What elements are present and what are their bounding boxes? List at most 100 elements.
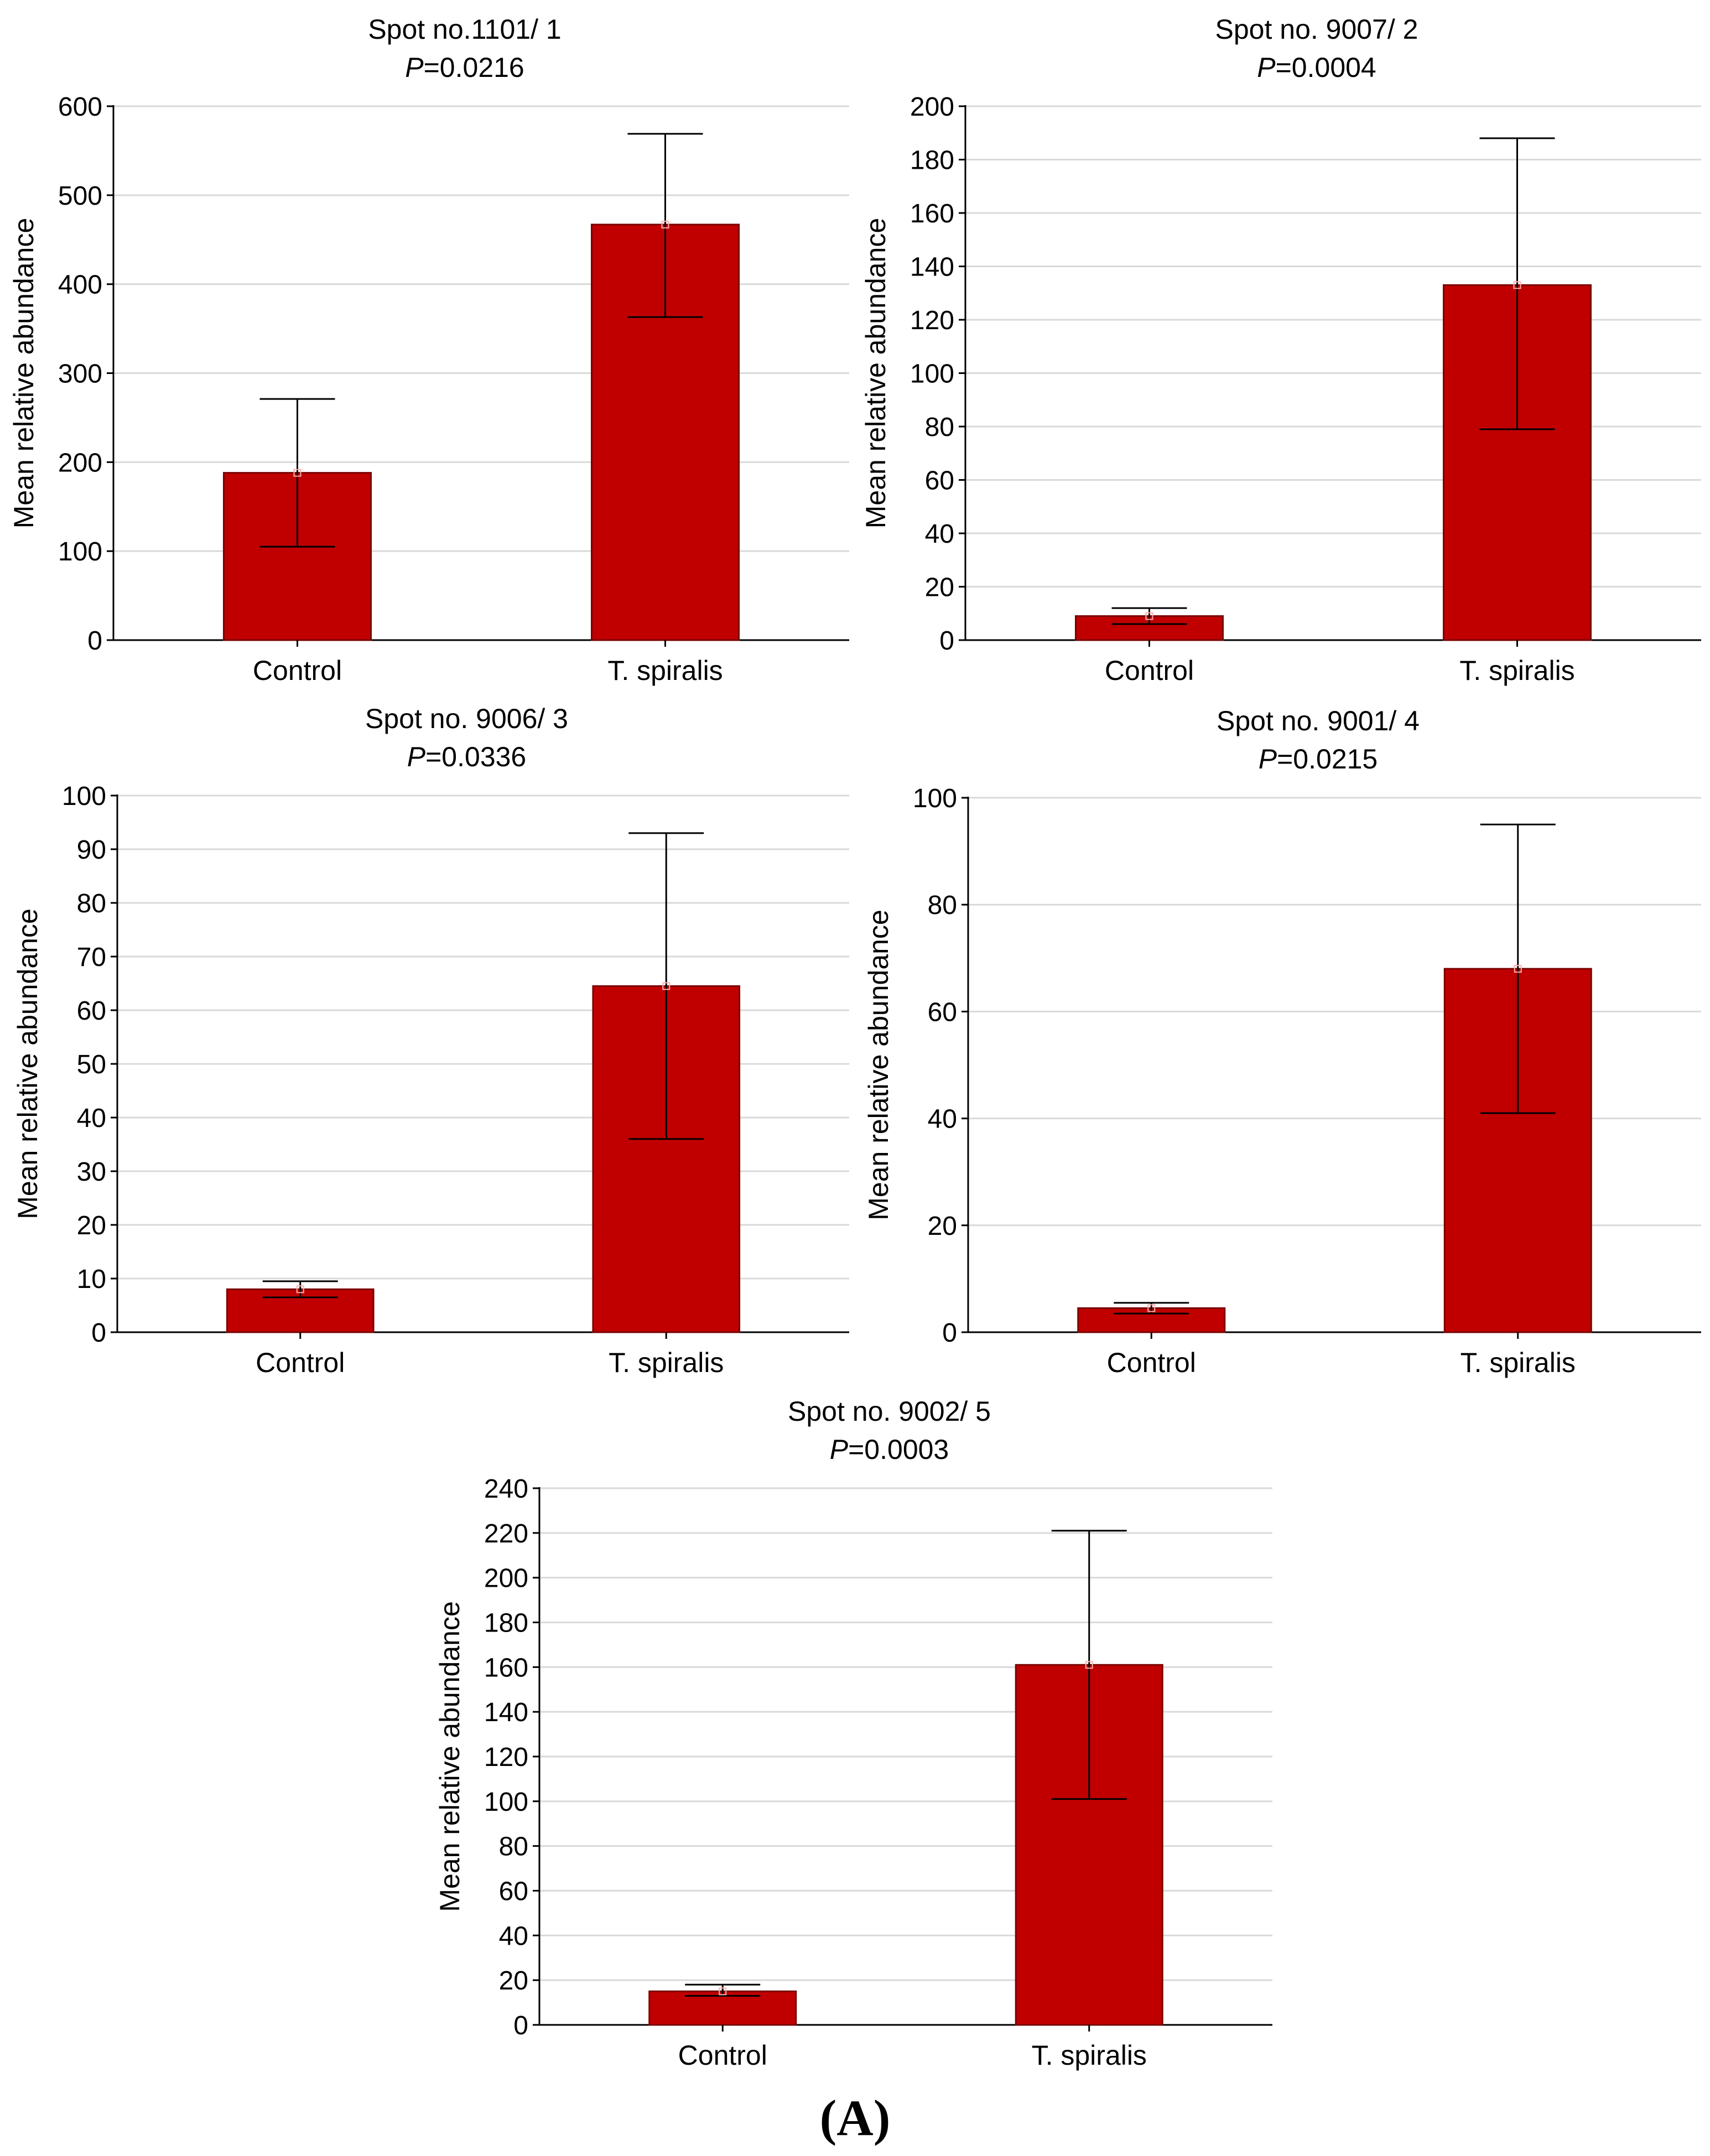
chart-title: Spot no. 9002/ 5 [788,1396,991,1427]
p-value-symbol: P [405,52,424,83]
y-tick-label: 0 [939,626,954,656]
y-tick-label: 60 [925,466,954,496]
p-value-number: =0.0215 [1277,744,1378,775]
mean-marker [1514,965,1522,973]
chart-panel-3: Spot no. 9006/ 3 P=0.0336 0 10 20 30 40 50 60 70 8… [12,703,849,1378]
y-tick-label: 100 [913,784,957,813]
y-tick-label: 600 [58,92,102,122]
y-tick-label: 500 [58,181,102,211]
y-tick-label: 300 [58,360,102,389]
y-tick-label: 100 [62,782,106,811]
y-tick-label: 200 [58,448,102,477]
y-tick-label: 60 [77,996,106,1026]
y-tick-label: 70 [77,943,106,972]
mean-marker [661,220,669,228]
y-tick-label: 80 [925,413,954,442]
chart-title: Spot no.1101/ 1 [368,14,561,45]
chart-title: Spot no. 9007/ 2 [1215,14,1418,45]
x-tick-label: Control [1107,1347,1196,1378]
x-tick-label: T. spiralis [1460,1347,1576,1378]
y-tick-label: 140 [484,1698,528,1727]
p-value: P=0.0215 [1259,744,1378,775]
y-tick-label: 160 [484,1653,528,1682]
chart-title: Spot no. 9006/ 3 [365,703,568,734]
y-tick-label: 0 [87,626,102,656]
x-tick-label: Control [678,2040,767,2071]
y-tick-label: 40 [925,519,954,549]
y-tick-label: 10 [77,1265,106,1294]
y-tick-label: 100 [484,1788,528,1817]
x-tick-label: T. spiralis [1032,2040,1147,2071]
chart-panel-5: Spot no. 9002/ 5 P=0.0003 0 20 40 60 80 100 120 1… [434,1396,1272,2071]
x-tick-label: Control [256,1347,345,1378]
y-tick-label: 80 [77,889,106,918]
chart-title: Spot no. 9001/ 4 [1217,705,1420,736]
mean-marker [293,469,302,477]
y-tick-label: 80 [499,1832,528,1862]
chart-panel-4: Spot no. 9001/ 4 P=0.0215 0 20 40 60 80 100 Mean… [863,705,1701,1378]
y-tick-label: 0 [942,1318,957,1348]
p-value-symbol: P [1257,52,1276,83]
chart-panel-1: Spot no.1101/ 1 P=0.0216 0 100 200 300 400 500 6… [8,14,849,686]
y-tick-label: 100 [58,537,102,567]
mean-marker [1513,281,1521,289]
p-value: P=0.0003 [830,1434,949,1465]
p-value-symbol: P [407,741,426,772]
p-value-symbol: P [1259,744,1277,775]
y-tick-label: 40 [499,1921,528,1951]
y-tick-label: 20 [928,1212,957,1241]
y-tick-label: 0 [513,2011,528,2040]
y-tick-label: 180 [910,146,954,175]
y-tick-label: 20 [499,1966,528,1996]
p-value-number: =0.0216 [424,52,524,83]
y-tick-label: 200 [910,92,954,122]
y-tick-label: 140 [910,253,954,282]
mean-marker [719,1987,727,1996]
y-tick-label: 0 [91,1318,106,1348]
p-value-number: =0.0336 [425,741,526,772]
mean-marker [1145,612,1153,620]
mean-marker [662,982,671,990]
y-tick-label: 30 [77,1157,106,1187]
x-tick-label: T. spiralis [609,1347,724,1378]
p-value-symbol: P [830,1434,849,1465]
y-tick-label: 120 [484,1743,528,1772]
y-tick-label: 50 [77,1050,106,1079]
mean-marker [1085,1661,1093,1669]
y-tick-label: 40 [77,1104,106,1133]
y-tick-label: 160 [910,199,954,228]
y-tick-label: 120 [910,306,954,335]
x-tick-label: Control [253,655,342,686]
y-tick-label: 60 [928,998,957,1027]
y-tick-label: 240 [484,1474,528,1504]
p-value-number: =0.0004 [1276,52,1376,83]
p-value: P=0.0336 [407,741,527,772]
mean-marker [1147,1304,1156,1312]
y-tick-label: 220 [484,1519,528,1549]
y-tick-label: 100 [910,360,954,389]
y-axis-label: Mean relative abundance [863,910,894,1220]
x-tick-label: T. spiralis [607,655,723,686]
x-tick-label: T. spiralis [1459,655,1574,686]
y-tick-label: 80 [928,891,957,920]
y-tick-label: 90 [77,835,106,865]
y-tick-label: 60 [499,1877,528,1906]
chart-panel-2: Spot no. 9007/ 2 P=0.0004 0 20 40 60 80 100 120 1… [860,14,1701,686]
p-value-number: =0.0003 [848,1434,949,1465]
p-value: P=0.0216 [405,52,524,83]
y-tick-label: 200 [484,1564,528,1593]
x-tick-label: Control [1105,655,1194,686]
y-axis-label: Mean relative abundance [8,218,39,529]
figure-label: (A) [819,2090,891,2146]
y-axis-label: Mean relative abundance [12,908,43,1219]
mean-marker [296,1285,304,1293]
y-tick-label: 400 [58,271,102,300]
y-axis-label: Mean relative abundance [860,218,891,529]
y-tick-label: 20 [925,573,954,602]
y-tick-label: 180 [484,1609,528,1638]
y-tick-label: 40 [928,1105,957,1134]
y-axis-label: Mean relative abundance [434,1601,465,1912]
y-tick-label: 20 [77,1211,106,1240]
p-value: P=0.0004 [1257,52,1376,83]
